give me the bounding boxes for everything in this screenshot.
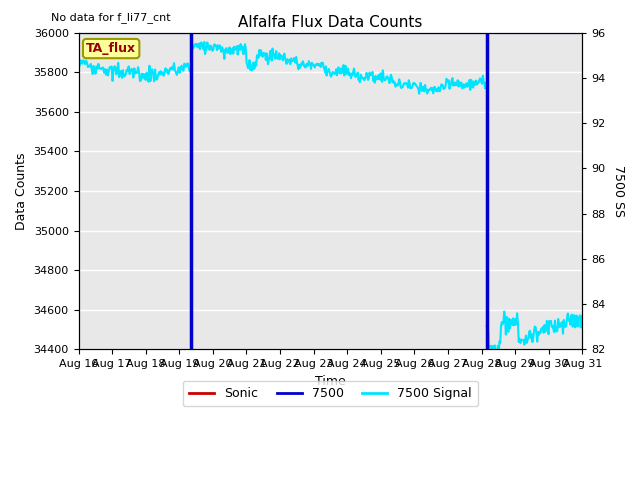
Legend: Sonic, 7500, 7500 Signal: Sonic, 7500, 7500 Signal xyxy=(182,381,478,407)
Title: Alfalfa Flux Data Counts: Alfalfa Flux Data Counts xyxy=(238,15,422,30)
Y-axis label: Data Counts: Data Counts xyxy=(15,152,28,230)
Text: No data for f_li77_cnt: No data for f_li77_cnt xyxy=(51,12,171,23)
Y-axis label: 7500 SS: 7500 SS xyxy=(612,165,625,217)
X-axis label: Time: Time xyxy=(315,374,346,388)
Text: TA_flux: TA_flux xyxy=(86,42,136,55)
